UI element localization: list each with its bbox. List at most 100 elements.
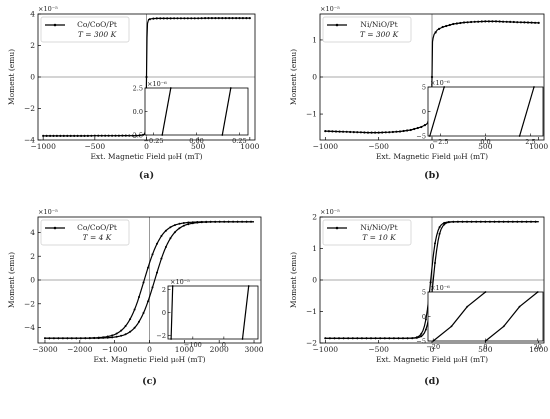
inset-point xyxy=(161,134,164,136)
data-point xyxy=(111,336,114,339)
data-point xyxy=(107,134,110,137)
data-point xyxy=(84,337,87,340)
data-point xyxy=(493,220,496,223)
data-point xyxy=(516,220,519,223)
data-point xyxy=(52,134,55,137)
data-point xyxy=(374,131,377,134)
inset-point xyxy=(171,285,174,287)
data-point xyxy=(455,22,458,25)
data-point xyxy=(349,130,352,134)
data-point xyxy=(120,334,123,337)
data-point xyxy=(328,337,331,340)
data-point xyxy=(447,221,450,223)
data-point xyxy=(147,266,149,269)
data-point xyxy=(351,337,354,340)
data-point xyxy=(324,337,327,340)
data-point xyxy=(178,227,181,230)
data-point xyxy=(487,20,490,23)
legend-marker xyxy=(53,23,57,27)
data-point xyxy=(200,220,203,223)
data-point xyxy=(93,336,96,339)
x-tick-label: 500 xyxy=(478,142,493,151)
inset-y-tick-label: 0 xyxy=(422,313,426,321)
data-point xyxy=(214,220,217,223)
data-point xyxy=(151,253,154,256)
data-point xyxy=(138,134,141,137)
x-tick-label: −3000 xyxy=(32,345,58,354)
data-point xyxy=(178,222,181,225)
data-point xyxy=(338,130,341,133)
data-point xyxy=(179,17,182,20)
legend: Ni/NiO/PtT = 300 K xyxy=(322,16,412,43)
inset-y-tick-label: 0 xyxy=(162,309,166,317)
data-point xyxy=(470,220,473,223)
data-point xyxy=(111,334,114,337)
data-point xyxy=(511,220,514,223)
data-point xyxy=(402,337,404,340)
data-point xyxy=(452,220,455,223)
data-point xyxy=(356,337,359,340)
data-point xyxy=(473,20,476,23)
legend-marker xyxy=(53,226,57,230)
data-point xyxy=(138,320,140,323)
data-point xyxy=(479,220,482,223)
data-point xyxy=(363,131,366,134)
data-point xyxy=(120,329,123,332)
data-point xyxy=(238,17,241,20)
inset-y-tick-label: 2 xyxy=(162,286,166,294)
data-point xyxy=(100,134,103,137)
data-point xyxy=(106,335,109,338)
inset-y-tick-label: 0 xyxy=(422,108,426,116)
data-point xyxy=(217,17,220,20)
inset-branch xyxy=(241,285,250,340)
data-point xyxy=(406,337,409,340)
y-tick-label: −1 xyxy=(306,110,317,119)
data-point xyxy=(73,134,76,137)
x-tick-label: 1000 xyxy=(529,345,548,354)
data-point xyxy=(461,220,464,223)
data-point xyxy=(182,224,185,227)
data-point xyxy=(128,134,131,137)
data-point xyxy=(121,134,124,137)
data-point xyxy=(466,220,468,223)
x-tick-label: 0 xyxy=(144,142,149,151)
x-tick-label: 0 xyxy=(147,345,152,354)
data-point xyxy=(434,242,436,245)
data-point xyxy=(370,337,372,340)
y-tick-label: 1 xyxy=(312,244,317,253)
legend-box xyxy=(322,16,412,43)
inset-x-tick-label: −20 xyxy=(426,343,440,351)
data-point xyxy=(186,17,189,20)
data-point xyxy=(324,130,327,133)
data-point xyxy=(131,134,134,137)
data-point xyxy=(523,21,526,24)
data-point xyxy=(147,300,149,303)
data-point xyxy=(370,131,373,134)
data-point xyxy=(79,337,82,340)
x-axis-label: Ext. Magnetic Field μ₀H (mT) xyxy=(376,152,488,161)
data-point xyxy=(383,337,386,340)
data-point xyxy=(395,130,398,133)
y-tick-label: 2 xyxy=(312,213,317,222)
data-point xyxy=(156,271,158,274)
inset-point xyxy=(170,338,173,340)
data-point xyxy=(356,131,359,134)
x-tick-label: 2000 xyxy=(210,345,229,354)
data-point xyxy=(338,337,340,340)
data-point xyxy=(245,220,248,223)
panel-label: (b) xyxy=(424,170,440,181)
data-point xyxy=(424,328,427,331)
y-tick-label: 4 xyxy=(30,10,35,19)
data-point xyxy=(420,335,423,338)
x-tick-label: 1000 xyxy=(240,142,259,151)
data-point xyxy=(169,237,172,240)
data-point xyxy=(52,337,55,340)
legend-box xyxy=(40,16,130,43)
data-point xyxy=(187,221,190,224)
data-point xyxy=(379,337,382,340)
inset-point xyxy=(518,135,521,137)
data-point xyxy=(250,220,252,223)
inset-x-tick-label: 20 xyxy=(534,343,542,351)
legend-box xyxy=(322,219,412,246)
data-point xyxy=(366,131,370,134)
